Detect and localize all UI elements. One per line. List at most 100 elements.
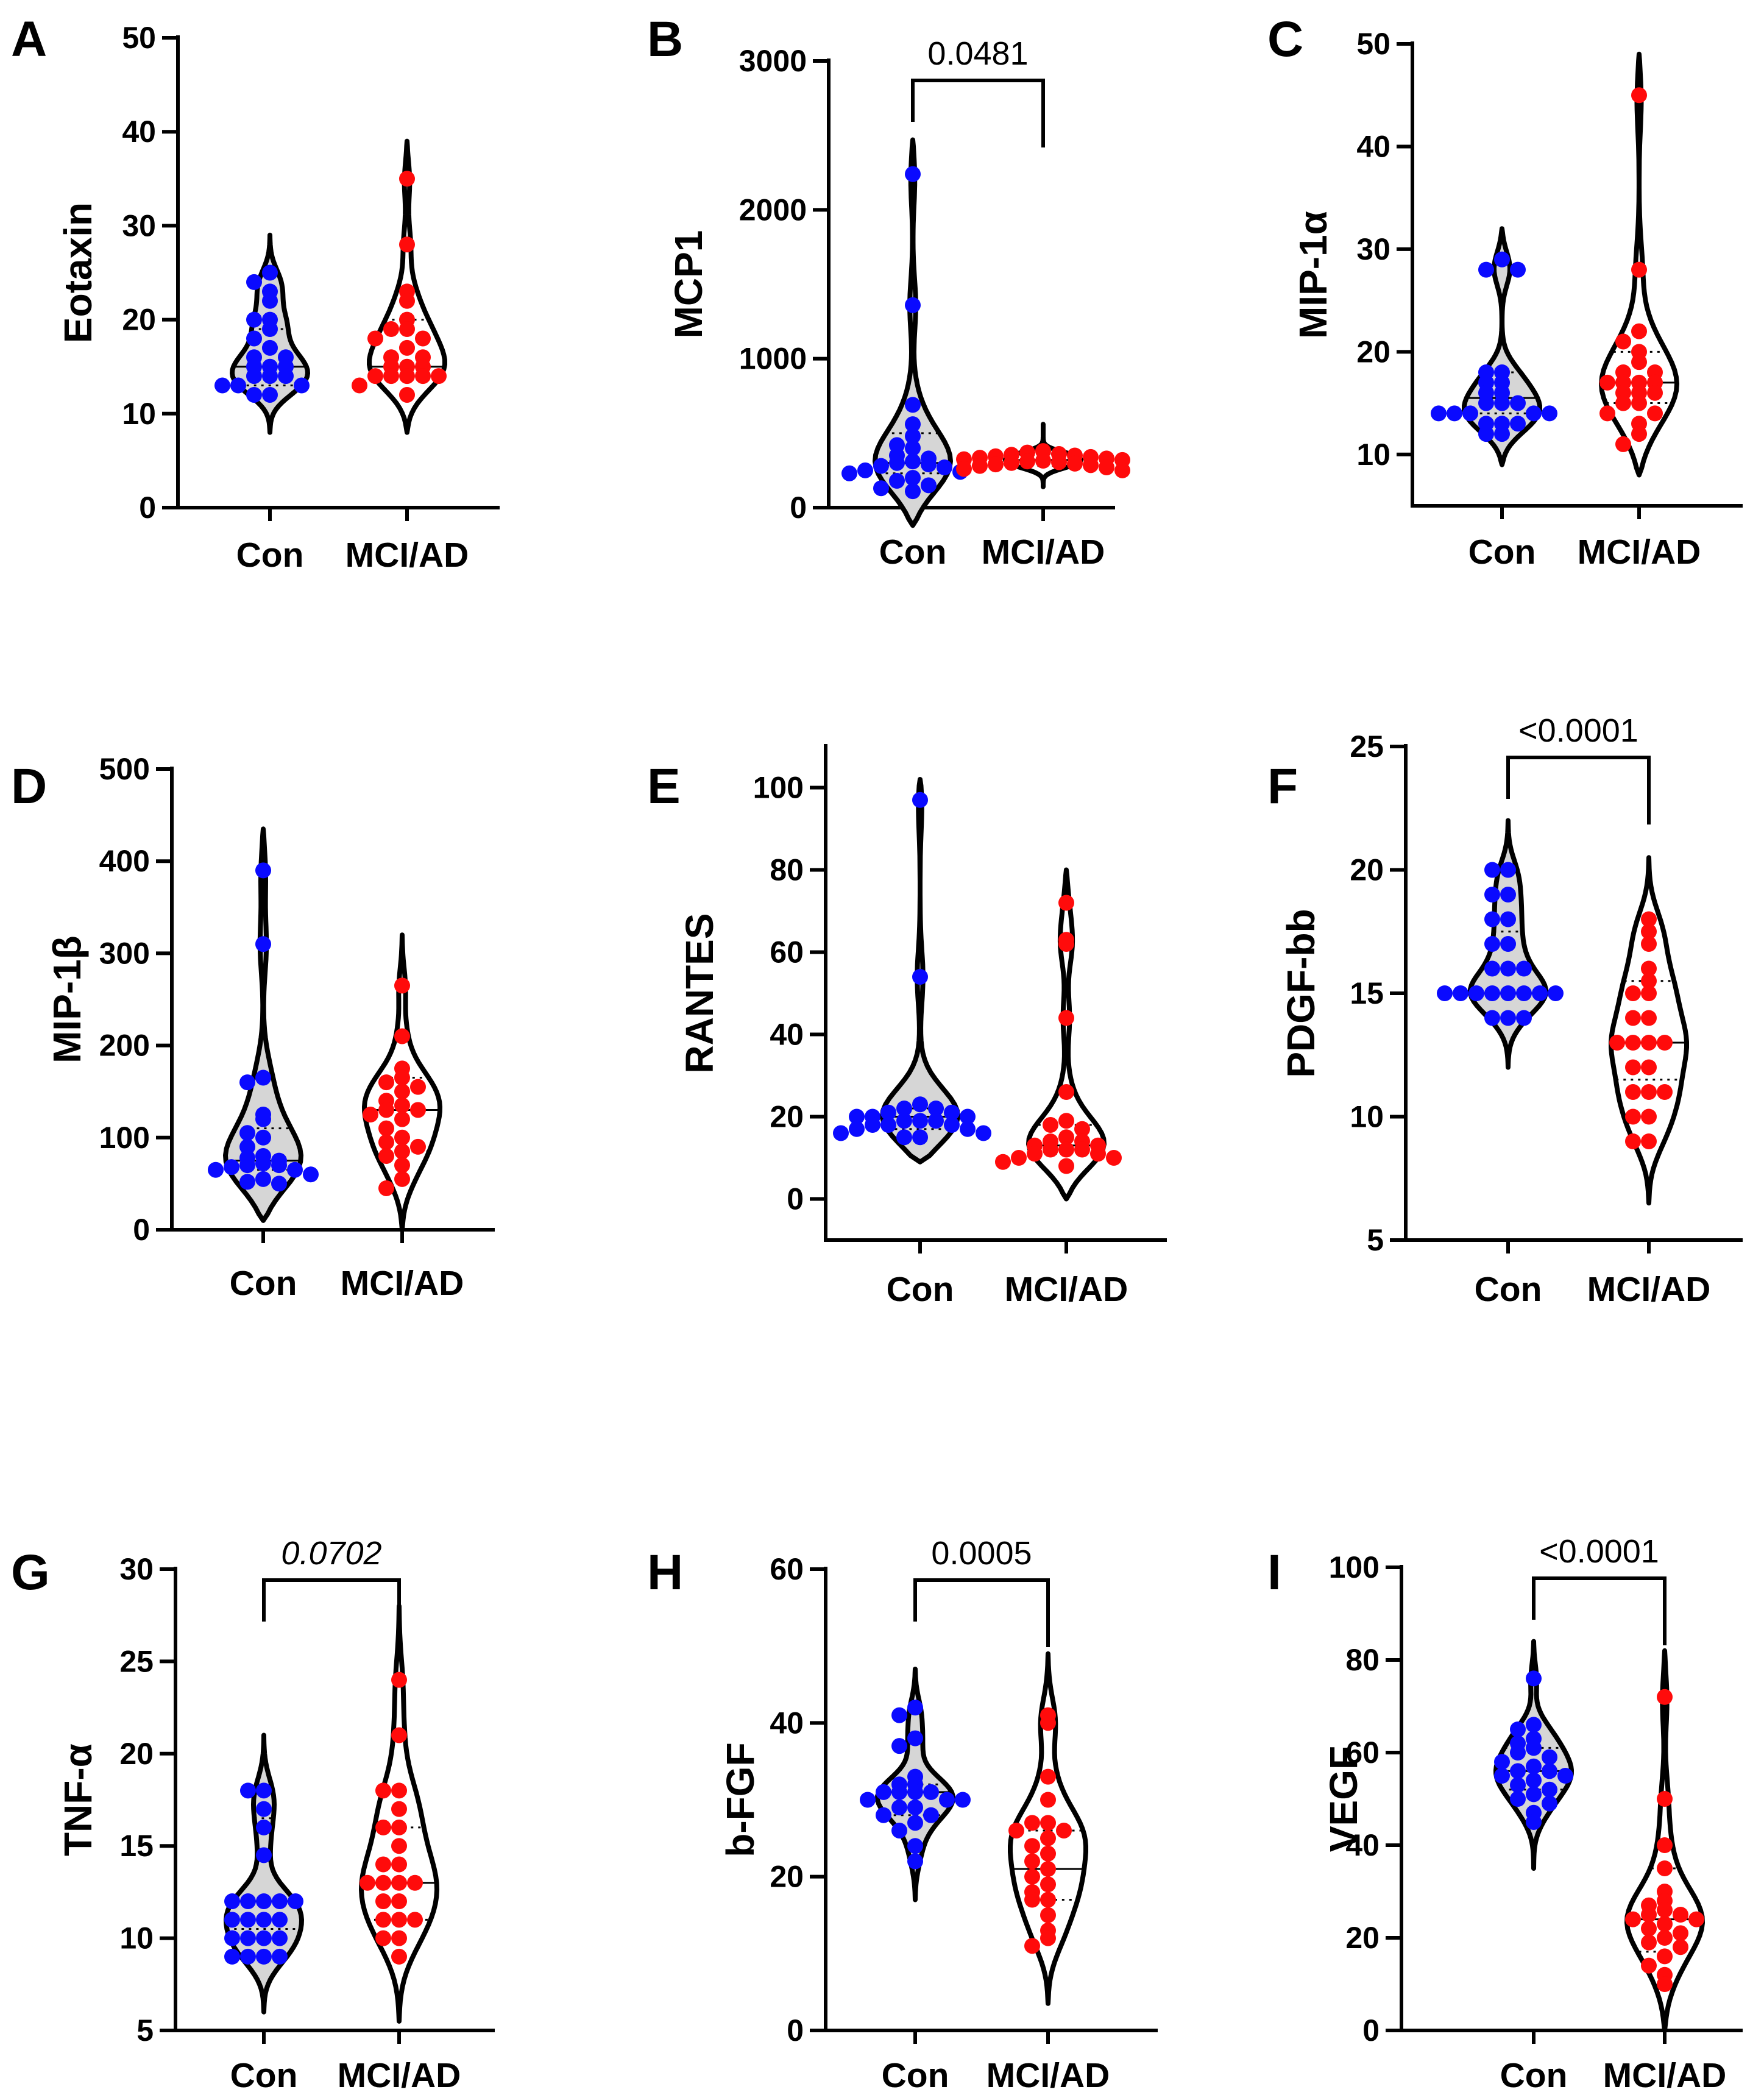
data-point [1090, 1146, 1106, 1162]
data-point [891, 1822, 907, 1838]
data-point [255, 1129, 271, 1146]
data-point [1641, 1934, 1657, 1951]
y-tick-label: 20 [1350, 853, 1384, 887]
data-point [1040, 1930, 1056, 1946]
data-point [224, 1948, 240, 1965]
data-point [1510, 395, 1526, 411]
data-point [1058, 1129, 1074, 1146]
data-point [399, 368, 415, 385]
data-point [1641, 1108, 1657, 1125]
data-point [1657, 1837, 1673, 1853]
y-tick-label: 10 [1356, 438, 1390, 472]
y-tick-label: 5 [1367, 1223, 1384, 1257]
data-point [363, 1107, 378, 1122]
data-point [239, 1138, 255, 1155]
category-label: Con [882, 2056, 949, 2092]
data-point [391, 1838, 407, 1854]
data-point [1500, 1010, 1516, 1026]
data-point [1040, 1830, 1056, 1846]
data-point [873, 480, 889, 497]
data-point [383, 321, 399, 338]
data-point [1625, 1059, 1641, 1076]
data-point [1641, 923, 1657, 940]
p-value-label: <0.0001 [1539, 1533, 1659, 1570]
data-point [1114, 462, 1130, 478]
data-point [1631, 395, 1647, 411]
panel-letter: C [1267, 12, 1303, 67]
y-tick-label: 80 [770, 853, 804, 887]
data-point [378, 1120, 394, 1136]
data-point [1500, 862, 1516, 878]
category-label: Con [1475, 1270, 1542, 1309]
data-point [889, 455, 905, 471]
data-point [391, 1672, 407, 1688]
data-point [944, 1104, 960, 1121]
data-point [905, 397, 921, 413]
data-point [1641, 1035, 1657, 1051]
data-point [303, 1166, 319, 1183]
panel-letter: B [647, 12, 683, 67]
y-tick-label: 10 [1350, 1100, 1384, 1134]
data-point [256, 1782, 272, 1799]
data-point [391, 1801, 407, 1817]
data-point [912, 1113, 928, 1129]
y-tick-label: 25 [1350, 729, 1384, 764]
y-tick-label: 100 [753, 771, 804, 805]
p-value-label: 0.0702 [281, 1535, 381, 1572]
data-point [407, 1912, 423, 1928]
data-point [1557, 1768, 1573, 1784]
category-label: MCI/AD [1603, 2056, 1727, 2092]
data-point [1526, 1814, 1542, 1830]
data-point [1494, 1768, 1510, 1784]
data-point [1625, 985, 1641, 1001]
data-point [1641, 1059, 1657, 1076]
data-point [240, 1912, 256, 1928]
y-tick-label: 20 [1345, 1921, 1380, 1955]
panel-i: I 0 20 40 60 80 100 VEGF Con MCI/AD <0.0001 [1267, 1533, 1743, 2092]
data-point [256, 1912, 272, 1928]
data-point [1631, 426, 1647, 442]
y-tick-label: 20 [770, 1860, 804, 1894]
data-point [224, 1893, 240, 1910]
data-point [1625, 1010, 1641, 1026]
p-value-label: 0.0481 [927, 35, 1028, 72]
data-point [288, 1893, 303, 1910]
data-point [230, 377, 246, 394]
data-point [1500, 960, 1516, 977]
data-point [1056, 1822, 1072, 1838]
data-point [415, 368, 431, 385]
data-point [1510, 1721, 1526, 1737]
data-point [391, 1856, 407, 1873]
data-point [896, 1101, 912, 1116]
data-point [1106, 1150, 1122, 1166]
y-tick-label: 3000 [739, 44, 807, 78]
category-label: Con [230, 2056, 298, 2092]
data-point [255, 1171, 271, 1187]
y-axis-label: MCP1 [667, 230, 710, 339]
data-point [1019, 453, 1035, 470]
data-point [240, 1893, 256, 1910]
data-point [1542, 1749, 1557, 1765]
data-point [399, 321, 415, 338]
data-point [1641, 936, 1657, 952]
data-point [272, 1948, 288, 1965]
data-point [383, 368, 399, 385]
data-point [876, 1807, 891, 1823]
data-point [1004, 455, 1019, 471]
y-tick-label: 0 [787, 1182, 804, 1216]
data-point [1510, 416, 1526, 432]
data-point [876, 1784, 891, 1800]
category-label: MCI/AD [1587, 1270, 1711, 1309]
data-point [239, 1157, 255, 1174]
category-label: MCI/AD [982, 533, 1105, 572]
data-point [1040, 1861, 1056, 1877]
data-point [391, 1727, 407, 1743]
y-tick-label: 400 [99, 844, 150, 878]
y-axis-label: PDGF-bb [1279, 909, 1323, 1077]
y-tick-label: 1000 [739, 342, 807, 376]
data-point [907, 1815, 923, 1831]
data-point [1478, 395, 1494, 411]
panel-letter: G [11, 1545, 50, 1600]
violin-con [873, 137, 953, 528]
